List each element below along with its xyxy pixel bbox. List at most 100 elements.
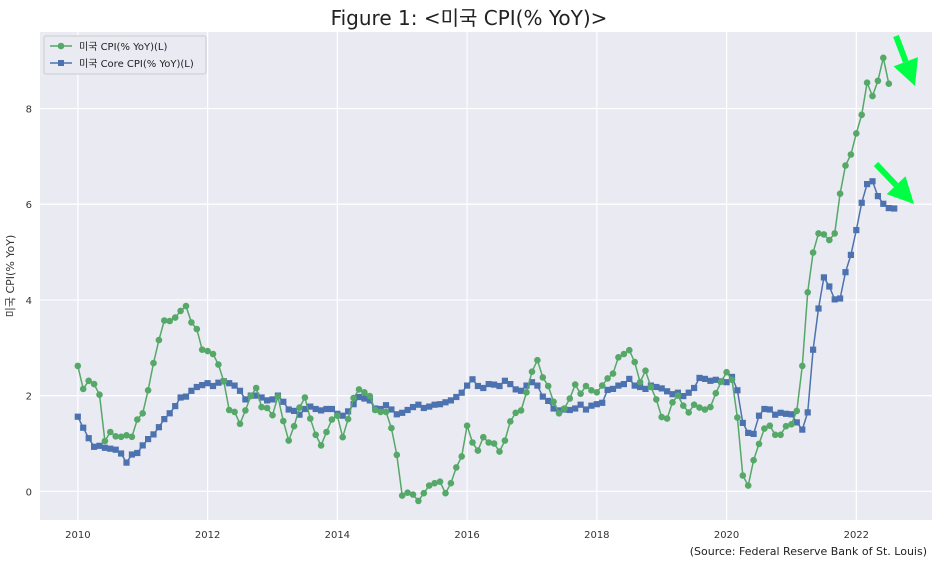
data-point <box>782 410 790 417</box>
data-point <box>626 375 633 382</box>
data-point <box>290 422 298 430</box>
data-point <box>761 425 768 432</box>
data-point <box>853 227 860 234</box>
data-point <box>707 377 714 384</box>
data-point <box>496 382 503 390</box>
data-point <box>717 378 725 386</box>
data-point <box>199 382 206 389</box>
data-point <box>647 383 655 391</box>
data-point <box>566 406 573 414</box>
data-point <box>820 274 827 281</box>
data-point <box>280 398 287 405</box>
data-point <box>734 387 741 394</box>
data-point <box>631 382 638 389</box>
data-point <box>312 405 319 413</box>
data-point <box>426 403 433 410</box>
data-point <box>517 407 525 414</box>
data-point <box>361 395 368 402</box>
y-axis-label: 미국 CPI(% YoY) <box>4 235 17 318</box>
data-point <box>285 437 293 444</box>
data-point <box>669 399 676 406</box>
data-point <box>464 382 471 389</box>
x-tick-label: 2016 <box>454 530 479 541</box>
data-point <box>144 387 152 394</box>
data-point <box>139 442 146 449</box>
data-point <box>534 356 541 364</box>
data-point <box>312 431 320 439</box>
data-point <box>264 397 271 404</box>
data-point <box>193 383 200 391</box>
data-point <box>528 368 536 376</box>
data-point <box>615 354 622 361</box>
plot-area <box>40 32 932 520</box>
data-point <box>188 319 195 326</box>
y-tick-label: 6 <box>26 200 32 211</box>
data-point <box>788 411 795 418</box>
data-point <box>371 406 379 414</box>
data-point <box>85 435 92 442</box>
data-point <box>334 412 341 420</box>
data-point <box>474 447 482 454</box>
data-point <box>209 382 217 390</box>
data-point <box>258 394 265 401</box>
data-point <box>404 489 411 497</box>
data-point <box>696 374 703 381</box>
data-point <box>101 437 109 445</box>
data-point <box>853 130 860 137</box>
data-point <box>285 406 292 413</box>
data-point <box>112 446 119 453</box>
data-point <box>220 378 228 385</box>
data-point <box>804 409 811 416</box>
data-point <box>350 401 357 408</box>
data-point <box>755 412 763 419</box>
data-point <box>723 379 730 386</box>
data-point <box>301 394 309 401</box>
data-point <box>458 389 465 396</box>
data-point <box>863 79 871 86</box>
data-point <box>339 433 347 441</box>
data-point <box>658 385 665 392</box>
data-point <box>134 416 141 423</box>
data-point <box>831 230 838 237</box>
data-point <box>809 249 817 256</box>
data-point <box>744 482 752 489</box>
chart-title: Figure 1: <미국 CPI(% YoY)> <box>331 6 608 30</box>
data-point <box>528 379 536 386</box>
data-point <box>664 388 671 395</box>
data-point <box>864 181 871 188</box>
data-point <box>442 399 449 406</box>
data-point <box>469 439 476 446</box>
data-point <box>826 283 833 290</box>
data-point <box>480 384 487 392</box>
data-point <box>118 450 125 457</box>
data-point <box>685 389 692 396</box>
data-point <box>480 433 487 441</box>
data-point <box>793 407 801 415</box>
data-point <box>339 412 346 419</box>
data-point <box>707 403 714 411</box>
data-point <box>388 406 395 413</box>
data-point <box>874 77 882 85</box>
series-core-cpi <box>74 178 898 466</box>
data-point <box>328 416 336 423</box>
data-point <box>150 431 157 438</box>
data-point <box>496 448 503 455</box>
data-point <box>436 401 444 408</box>
source-note: (Source: Federal Reserve Bank of St. Lou… <box>690 545 927 558</box>
data-point <box>453 393 460 401</box>
data-point <box>701 375 708 382</box>
data-point <box>588 402 595 409</box>
data-point <box>782 422 790 430</box>
legend-box <box>43 35 207 75</box>
data-point <box>404 406 411 414</box>
data-point <box>847 251 854 258</box>
data-point <box>161 416 168 423</box>
data-point <box>777 431 784 439</box>
data-point <box>804 289 811 296</box>
green-down-right-arrow-icon <box>873 161 914 204</box>
data-point <box>831 296 838 303</box>
annotation-arrows <box>873 34 918 204</box>
data-point <box>345 408 352 415</box>
data-point <box>225 406 233 414</box>
data-point <box>507 418 514 425</box>
